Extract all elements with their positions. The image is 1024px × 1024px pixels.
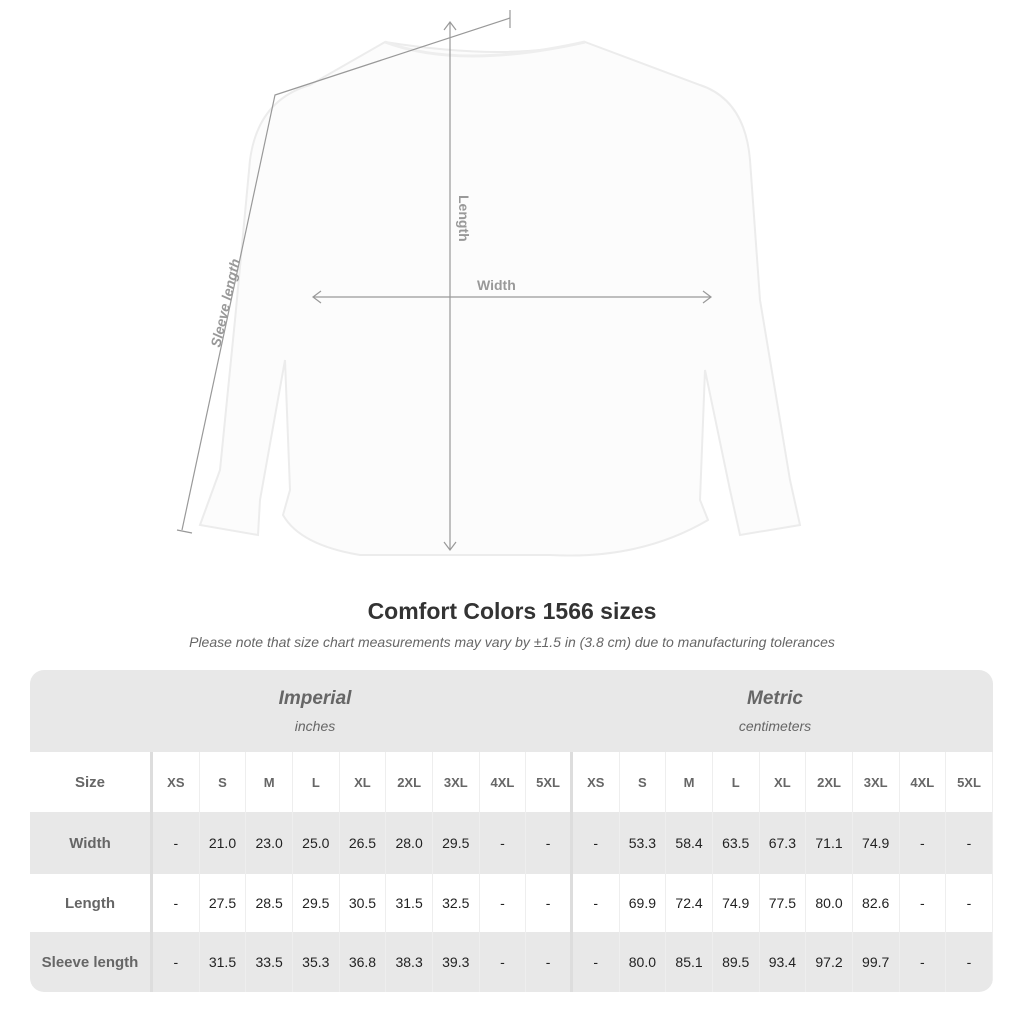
table-cell: 74.9 <box>853 812 900 874</box>
table-cell: 36.8 <box>340 932 387 992</box>
table-cell: - <box>900 812 947 874</box>
table-cell: - <box>153 932 200 992</box>
length-label: Length <box>456 195 472 242</box>
size-header-cell: S <box>200 752 247 812</box>
sweatshirt-body <box>198 40 802 557</box>
table-cell: 80.0 <box>620 932 667 992</box>
size-header-cell: L <box>293 752 340 812</box>
size-header-cell: L <box>713 752 760 812</box>
page-title: Comfort Colors 1566 sizes <box>367 598 657 624</box>
size-header-cell: XS <box>573 752 620 812</box>
size-header-cell: 2XL <box>386 752 433 812</box>
table-cell: - <box>573 932 620 992</box>
table-cell: 27.5 <box>200 874 247 932</box>
row-label: Length <box>30 874 153 932</box>
table-cell: 74.9 <box>713 874 760 932</box>
table-row: Width -21.0 23.0 25.0 26.5 28.0 29.5- - -53.3 58.… <box>30 812 993 874</box>
width-label: Width <box>477 277 516 293</box>
table-cell: 25.0 <box>293 812 340 874</box>
size-header-cell: XL <box>760 752 807 812</box>
size-header-cell: 4XL <box>480 752 527 812</box>
tolerance-note: Please note that size chart measurements… <box>189 634 835 650</box>
table-cell: - <box>946 874 993 932</box>
metric-group: Metric centimeters <box>565 688 985 734</box>
sweatshirt-diagram: Sleeve length Length Width <box>176 10 802 557</box>
sleeve-length-line <box>181 17 511 531</box>
collar <box>384 40 586 58</box>
table-cell: - <box>573 812 620 874</box>
table-cell: - <box>946 812 993 874</box>
table-row: Length -27.5 28.5 29.5 30.5 31.5 32.5- - -69.9 72… <box>30 874 993 932</box>
table-cell: 85.1 <box>666 932 713 992</box>
size-header-cell: S <box>620 752 667 812</box>
table-cell: - <box>900 932 947 992</box>
table-cell: - <box>480 812 527 874</box>
table-cell: 53.3 <box>620 812 667 874</box>
table-cell: 58.4 <box>666 812 713 874</box>
table-cell: - <box>153 812 200 874</box>
imperial-group: Imperial inches <box>105 688 525 734</box>
table-cell: 29.5 <box>433 812 480 874</box>
size-header-cell: XS <box>153 752 200 812</box>
size-header-cell: 4XL <box>900 752 947 812</box>
size-header-cell: 2XL <box>806 752 853 812</box>
size-header-row: Size XS S M L XL 2XL 3XL 4XL 5XL XS S M L XL 2XL 3XL 4XL 5… <box>30 752 993 812</box>
table-cell: 39.3 <box>433 932 480 992</box>
table-cell: 26.5 <box>340 812 387 874</box>
row-label: Size <box>30 752 153 812</box>
table-cell: - <box>526 812 573 874</box>
table-cell: 93.4 <box>760 932 807 992</box>
table-cell: 99.7 <box>853 932 900 992</box>
size-header-cell: M <box>246 752 293 812</box>
table-cell: - <box>153 874 200 932</box>
row-label: Width <box>30 812 153 874</box>
table-cell: 97.2 <box>806 932 853 992</box>
table-cell: 69.9 <box>620 874 667 932</box>
imperial-unit: inches <box>294 718 336 734</box>
table-cell: 72.4 <box>666 874 713 932</box>
table-cell: 32.5 <box>433 874 480 932</box>
imperial-title: Imperial <box>278 688 352 709</box>
table-cell: 38.3 <box>386 932 433 992</box>
table-cell: 63.5 <box>713 812 760 874</box>
table-cell: 33.5 <box>246 932 293 992</box>
size-header-cell: 5XL <box>526 752 573 812</box>
table-cell: 80.0 <box>806 874 853 932</box>
table-cell: - <box>573 874 620 932</box>
table-cell: - <box>526 932 573 992</box>
table-cell: 21.0 <box>200 812 247 874</box>
table-cell: 71.1 <box>806 812 853 874</box>
table-cell: - <box>526 874 573 932</box>
size-header-cell: 3XL <box>433 752 480 812</box>
size-header-cell: 3XL <box>853 752 900 812</box>
table-cell: 28.5 <box>246 874 293 932</box>
row-label: Sleeve length <box>30 932 153 992</box>
metric-title: Metric <box>747 688 803 709</box>
table-cell: 31.5 <box>200 932 247 992</box>
size-table: Imperial inches Metric centimeters Size X… <box>30 670 993 992</box>
size-header-cell: 5XL <box>946 752 993 812</box>
table-cell: - <box>946 932 993 992</box>
table-cell: 31.5 <box>386 874 433 932</box>
size-header-cell: M <box>666 752 713 812</box>
table-cell: 28.0 <box>386 812 433 874</box>
table-cell: 23.0 <box>246 812 293 874</box>
table-cell: 67.3 <box>760 812 807 874</box>
table-cell: 82.6 <box>853 874 900 932</box>
table-cell: 77.5 <box>760 874 807 932</box>
table-cell: - <box>900 874 947 932</box>
table-cell: - <box>480 932 527 992</box>
size-header-cell: XL <box>340 752 387 812</box>
table-cell: 29.5 <box>293 874 340 932</box>
table-cell: 89.5 <box>713 932 760 992</box>
table-cell: - <box>480 874 527 932</box>
table-row: Sleeve length -31.5 33.5 35.3 36.8 38.3 39.3- -… <box>30 932 993 992</box>
table-header: Imperial inches Metric centimeters <box>30 670 993 752</box>
table-cell: 30.5 <box>340 874 387 932</box>
table-cell: 35.3 <box>293 932 340 992</box>
metric-unit: centimeters <box>738 718 812 734</box>
